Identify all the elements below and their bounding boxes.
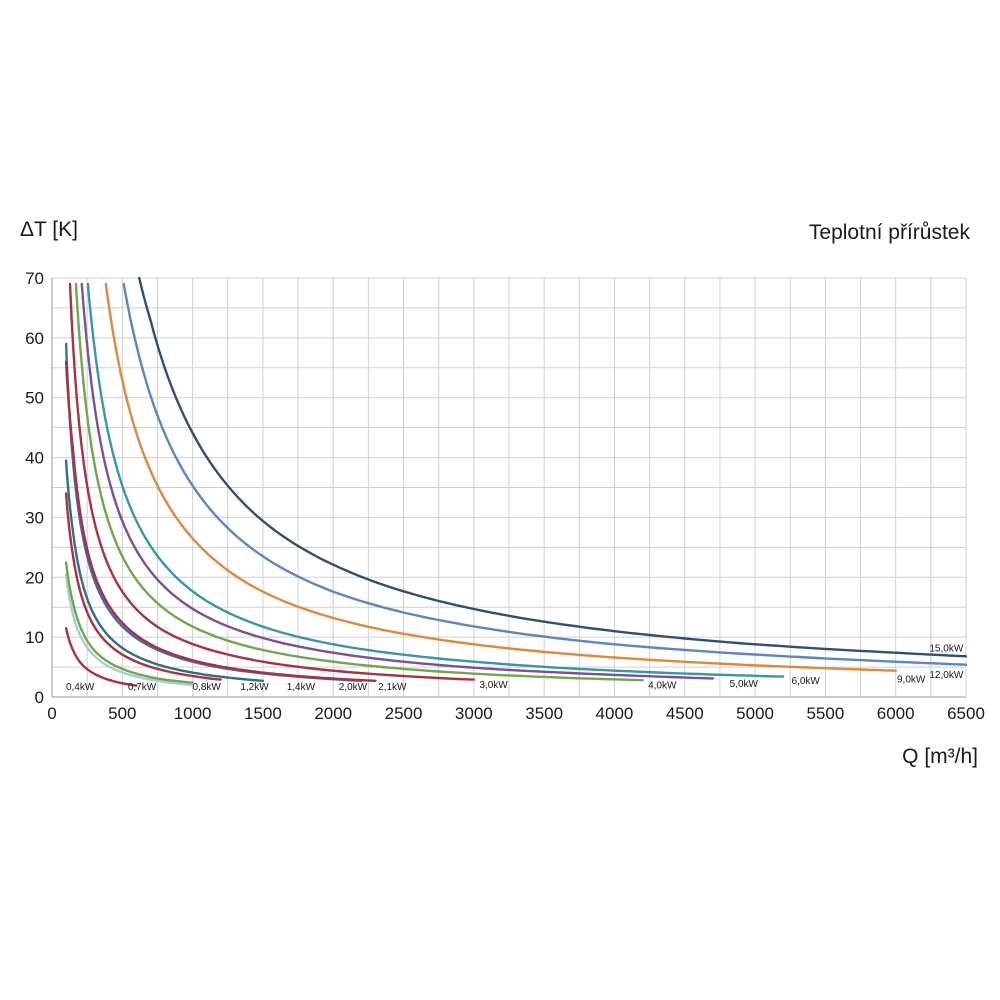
x-tick-label: 5500 bbox=[806, 704, 844, 723]
curve-label: 6,0kW bbox=[792, 676, 821, 687]
curve-label: 1,4kW bbox=[287, 682, 316, 693]
x-tick-label: 5000 bbox=[736, 704, 774, 723]
curve-label: 12,0kW bbox=[929, 670, 963, 681]
x-tick-label: 1500 bbox=[244, 704, 282, 723]
series-lines bbox=[64, 276, 968, 687]
series-line-5-0kW bbox=[80, 282, 715, 680]
series-line-15-0kW bbox=[137, 276, 968, 658]
x-tick-label: 6500 bbox=[947, 704, 985, 723]
x-tick-label: 3000 bbox=[455, 704, 493, 723]
series-line-9-0kW bbox=[104, 282, 897, 672]
chart-title: Teplotní přírůstek bbox=[808, 221, 970, 244]
series-line-0-8kW bbox=[64, 561, 194, 684]
y-tick-label: 50 bbox=[25, 389, 44, 408]
curve-label: 0,8kW bbox=[193, 682, 222, 693]
x-tick-label: 4500 bbox=[666, 704, 704, 723]
series-line-1-2kW bbox=[64, 492, 222, 681]
curve-label: 1,2kW bbox=[240, 682, 269, 693]
y-tick-label: 70 bbox=[25, 269, 44, 288]
series-line-12-0kW bbox=[122, 282, 968, 666]
series-line-1-4kW bbox=[64, 459, 265, 682]
curve-label: 2,0kW bbox=[339, 682, 368, 693]
curve-label: 9,0kW bbox=[897, 675, 926, 686]
curve-label: 4,0kW bbox=[648, 681, 677, 692]
x-tick-label: 1000 bbox=[174, 704, 212, 723]
curve-label: 15,0kW bbox=[929, 644, 963, 655]
y-tick-label: 10 bbox=[25, 628, 44, 647]
series-line-6-0kW bbox=[86, 282, 785, 678]
y-tick-label: 0 bbox=[35, 688, 44, 707]
series-line-0-7kW bbox=[64, 573, 194, 687]
curve-labels: 0,4kW 0,7kW 0,8kW 1,2kW 1,4kW 2,0kW 2,1kW 3,0kW… bbox=[66, 644, 964, 693]
series-line-2-1kW bbox=[64, 360, 377, 682]
x-tick-label: 500 bbox=[108, 704, 136, 723]
axes bbox=[51, 278, 966, 698]
y-tick-label: 20 bbox=[25, 568, 44, 587]
grid-lines bbox=[51, 277, 967, 698]
curve-label: 3,0kW bbox=[479, 680, 508, 691]
tick-labels: 0 500 1000 1500 2000 2500 3000 3500 4000 4500 5000… bbox=[25, 269, 985, 723]
y-tick-label: 60 bbox=[25, 329, 44, 348]
series-line-0-4kW bbox=[64, 627, 138, 687]
x-tick-label: 2500 bbox=[385, 704, 423, 723]
x-tick-label: 0 bbox=[47, 704, 56, 723]
x-axis-label: Q [m³/h] bbox=[902, 745, 978, 768]
x-tick-label: 4000 bbox=[596, 704, 634, 723]
y-axis-label: ΔT [K] bbox=[20, 218, 78, 241]
x-tick-label: 6000 bbox=[877, 704, 915, 723]
y-tick-label: 30 bbox=[25, 508, 44, 527]
x-tick-label: 2000 bbox=[314, 704, 352, 723]
curve-label: 0,7kW bbox=[128, 682, 157, 693]
x-tick-label: 3500 bbox=[525, 704, 563, 723]
curve-label: 5,0kW bbox=[730, 679, 759, 690]
y-tick-label: 40 bbox=[25, 449, 44, 468]
curve-label: 2,1kW bbox=[378, 682, 407, 693]
series-line-3-0kW bbox=[68, 282, 475, 681]
series-line-4-0kW bbox=[74, 282, 644, 682]
curve-label: 0,4kW bbox=[66, 682, 95, 693]
